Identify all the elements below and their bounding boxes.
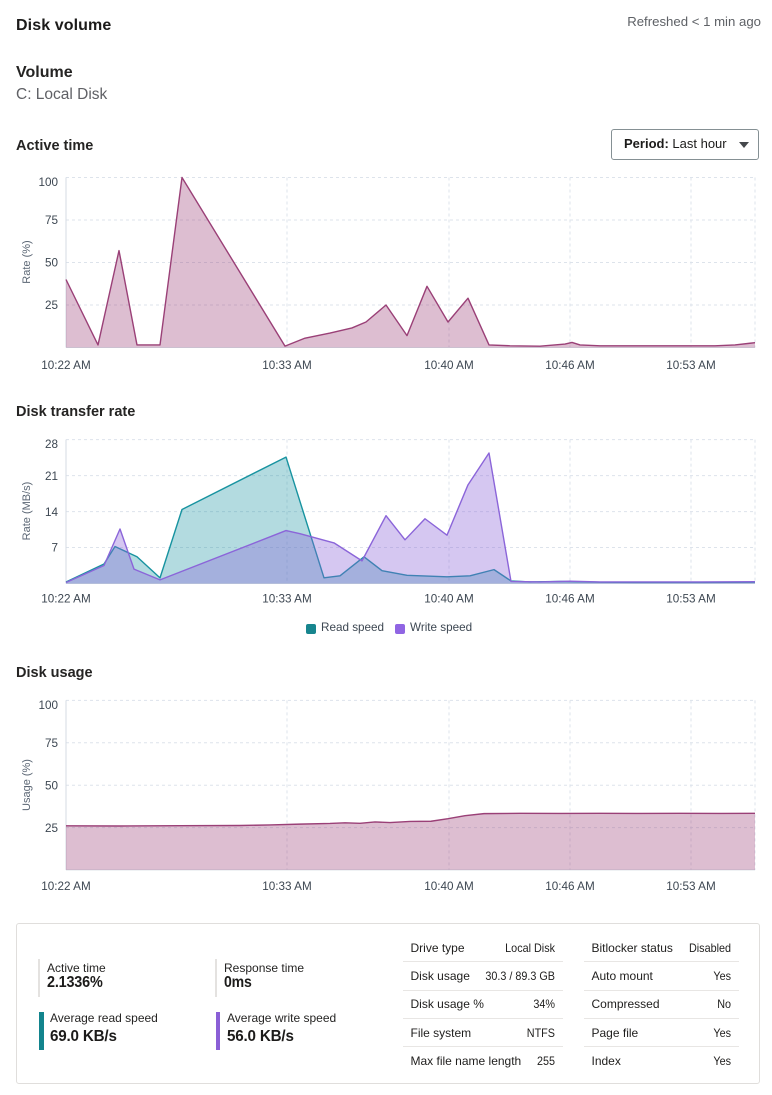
svg-text:10:33 AM: 10:33 AM [262, 880, 311, 893]
svg-text:Rate (MB/s): Rate (MB/s) [21, 482, 33, 541]
svg-text:10:46 AM: 10:46 AM [545, 593, 594, 606]
svg-text:10:53 AM: 10:53 AM [666, 359, 715, 372]
svg-text:75: 75 [45, 214, 59, 227]
svg-text:10:22 AM: 10:22 AM [41, 359, 90, 372]
svg-text:14: 14 [45, 506, 59, 519]
svg-text:50: 50 [45, 257, 59, 270]
svg-text:50: 50 [45, 779, 59, 792]
svg-text:10:22 AM: 10:22 AM [41, 880, 90, 893]
svg-text:10:40 AM: 10:40 AM [424, 593, 473, 606]
svg-text:10:22 AM: 10:22 AM [41, 593, 90, 606]
svg-text:28: 28 [45, 438, 58, 451]
svg-text:25: 25 [45, 822, 59, 835]
svg-text:Rate (%): Rate (%) [21, 240, 33, 283]
svg-text:10:46 AM: 10:46 AM [545, 359, 594, 372]
svg-text:7: 7 [51, 542, 58, 555]
svg-text:10:40 AM: 10:40 AM [424, 359, 473, 372]
svg-text:10:53 AM: 10:53 AM [666, 880, 715, 893]
svg-text:21: 21 [45, 470, 58, 483]
svg-text:25: 25 [45, 299, 59, 312]
svg-text:Usage (%): Usage (%) [21, 759, 33, 811]
svg-text:10:46 AM: 10:46 AM [545, 880, 594, 893]
svg-text:10:33 AM: 10:33 AM [262, 359, 311, 372]
svg-text:10:40 AM: 10:40 AM [424, 880, 473, 893]
svg-text:10:53 AM: 10:53 AM [666, 593, 715, 606]
svg-text:100: 100 [38, 176, 58, 189]
svg-text:100: 100 [38, 699, 58, 712]
svg-text:10:33 AM: 10:33 AM [262, 593, 311, 606]
svg-text:75: 75 [45, 737, 59, 750]
